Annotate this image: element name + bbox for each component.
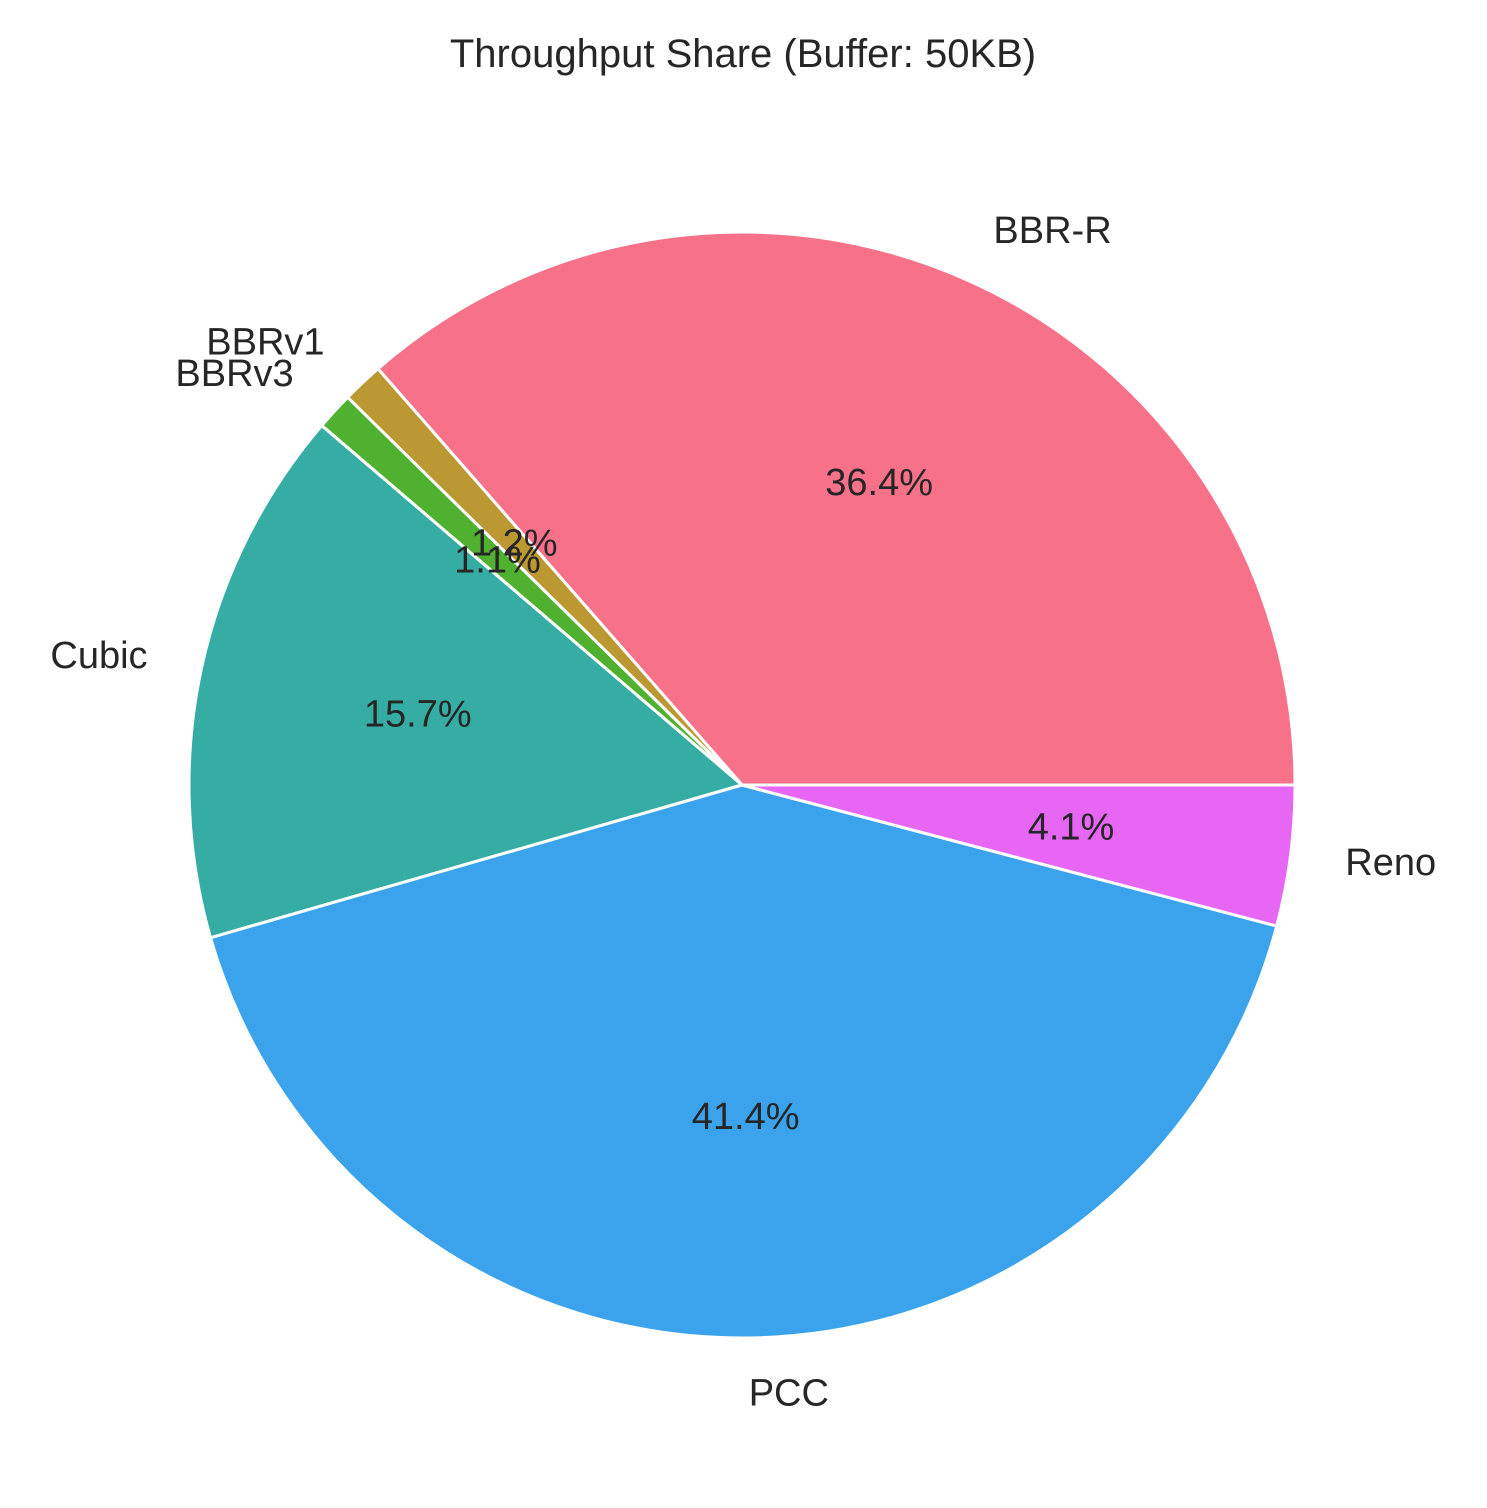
pie-slice-cubic [187,424,744,940]
slice-label-cubic: Cubic [50,635,147,677]
slice-label-pcc: PCC [749,1372,829,1414]
slice-percent-bbr-r: 36.4% [825,462,933,504]
pie-labels: BBR-R 36.4% BBRv1 1.2% BBRv3 1.1% Cubic 15.7% PC… [50,210,1436,1414]
slice-percent-bbrv3: 1.1% [454,540,541,582]
pie-slice-reno [740,783,1297,928]
slice-percent-pcc: 41.4% [692,1096,800,1138]
slice-label-reno: Reno [1345,842,1436,884]
slice-label-bbrv3: BBRv3 [175,353,293,395]
chart-title: Throughput Share (Buffer: 50KB) [450,32,1036,76]
pie-slices [187,230,1297,1340]
slice-label-bbrv1: BBRv1 [206,322,324,364]
slice-percent-cubic: 15.7% [364,694,472,736]
slice-label-bbr-r: BBR-R [993,210,1111,252]
pie-slice-bbr-r [376,230,1297,787]
slice-percent-bbrv1: 1.2% [471,523,558,565]
slice-percent-reno: 4.1% [1028,807,1115,849]
pie-slice-pcc [209,783,1279,1340]
